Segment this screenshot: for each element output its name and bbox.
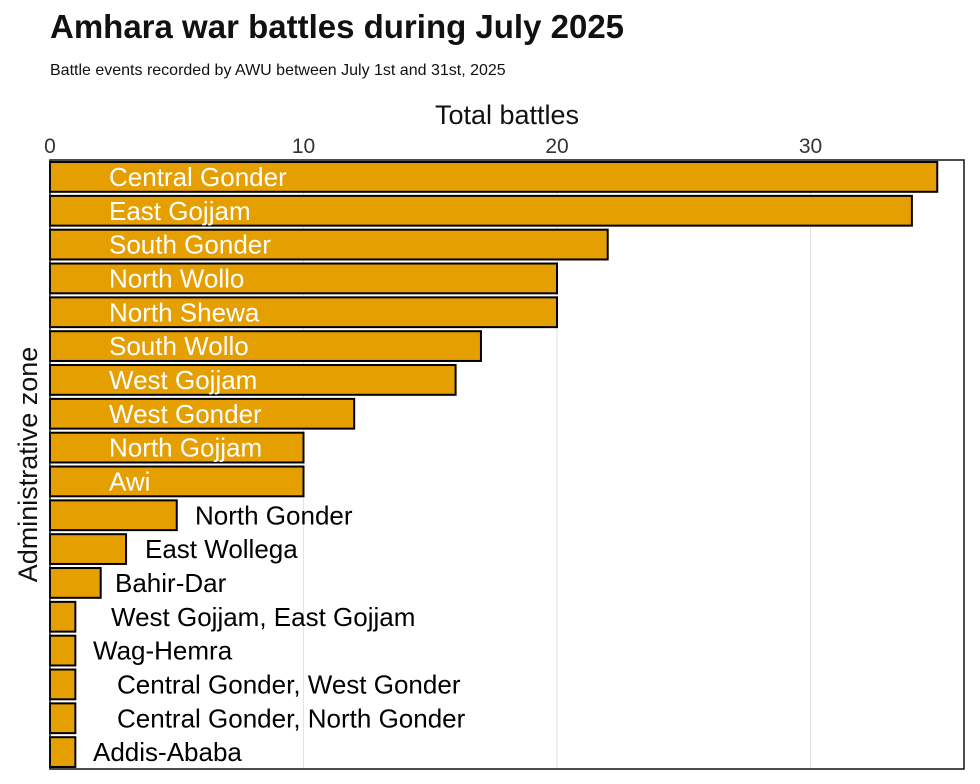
- bar: [49, 228, 609, 261]
- bar-layer: [49, 161, 939, 768]
- x-tick-layer: 0 10 20 30: [44, 135, 822, 158]
- bar-label: South Gonder: [109, 230, 271, 260]
- x-tick-label: 10: [292, 135, 315, 158]
- x-tick-label: 30: [799, 135, 822, 158]
- bar-label: Bahir-Dar: [115, 568, 227, 598]
- bar-label: North Wollo: [109, 263, 244, 293]
- bar-label: South Wollo: [109, 331, 249, 361]
- chart-title: Amhara war battles during July 2025: [50, 8, 625, 45]
- bar: [49, 465, 305, 498]
- bar-label: East Wollega: [145, 534, 298, 564]
- chart-subtitle: Battle events recorded by AWU between Ju…: [50, 62, 506, 79]
- bar: [49, 431, 305, 464]
- bar: [49, 533, 128, 565]
- bar-label: Central Gonder: [109, 162, 287, 192]
- bar: [49, 668, 77, 701]
- bar: [49, 702, 77, 735]
- bar: [49, 736, 77, 768]
- x-tick-label: 0: [44, 135, 56, 158]
- bar: [49, 499, 178, 532]
- bar-label: Addis-Ababa: [93, 737, 242, 767]
- bar-label: North Gonder: [195, 500, 353, 530]
- bar: [49, 634, 77, 667]
- y-axis-label: Administrative zone: [13, 347, 43, 583]
- bar-label: East Gojjam: [109, 196, 251, 226]
- bar-label: West Gojjam, East Gojjam: [111, 602, 415, 632]
- bar-label: West Gojjam: [109, 365, 257, 395]
- x-axis-label: Total battles: [435, 100, 579, 130]
- bar-label: North Gojjam: [109, 433, 262, 463]
- bar: [49, 296, 558, 329]
- x-tick-label: 20: [545, 135, 568, 158]
- bar-label: West Gonder: [109, 399, 262, 429]
- bar: [49, 194, 913, 227]
- plot-frame: [49, 159, 965, 770]
- bar-label: Central Gonder, North Gonder: [117, 703, 466, 733]
- bar: [49, 161, 939, 193]
- bar-label: Awi: [109, 466, 150, 496]
- bar: [49, 600, 77, 633]
- bar: [49, 567, 102, 599]
- bar-label: North Shewa: [109, 297, 260, 327]
- bar-label: Central Gonder, West Gonder: [117, 669, 461, 699]
- bar-label: Wag-Hemra: [93, 636, 233, 666]
